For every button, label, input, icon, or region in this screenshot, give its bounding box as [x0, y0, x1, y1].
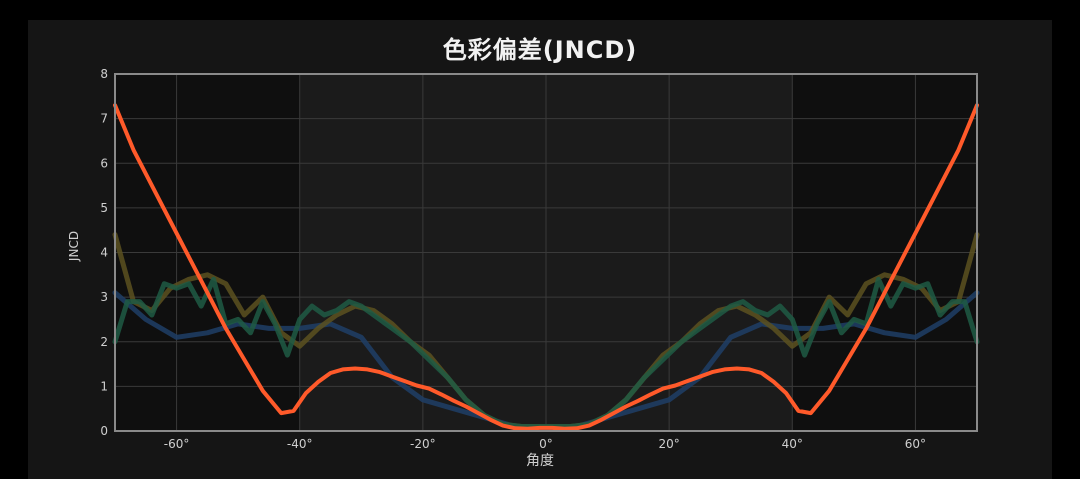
- chart-title: 色彩偏差(JNCD): [442, 36, 638, 64]
- x-tick-label: -40°: [287, 437, 313, 451]
- x-tick-label: 60°: [905, 437, 926, 451]
- y-tick-label: 1: [100, 379, 108, 393]
- plot-border: [114, 73, 978, 432]
- x-tick-label: -60°: [164, 437, 190, 451]
- y-tick-label: 6: [100, 156, 108, 170]
- y-tick-label: 5: [100, 201, 108, 215]
- x-tick-label: 40°: [782, 437, 803, 451]
- y-tick-label: 3: [100, 290, 108, 304]
- y-tick-label: 4: [100, 246, 108, 260]
- x-tick-label: -20°: [410, 437, 436, 451]
- x-tick-label: 0°: [539, 437, 553, 451]
- y-tick-label: 2: [100, 335, 108, 349]
- x-tick-label: 20°: [659, 437, 680, 451]
- y-tick-label: 0: [100, 424, 108, 438]
- series-line-matepad-pro-13-2: [113, 103, 979, 431]
- y-tick-label: 7: [100, 112, 108, 126]
- x-axis-label: 角度: [526, 453, 554, 469]
- y-tick-label: 8: [100, 67, 108, 81]
